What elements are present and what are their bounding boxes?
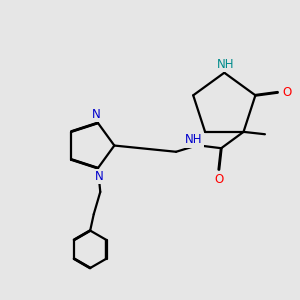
Text: O: O [282,86,291,99]
Text: NH: NH [185,134,202,146]
Text: O: O [214,172,224,186]
Text: NH: NH [217,58,235,71]
Text: N: N [95,170,104,183]
Text: N: N [92,108,101,121]
